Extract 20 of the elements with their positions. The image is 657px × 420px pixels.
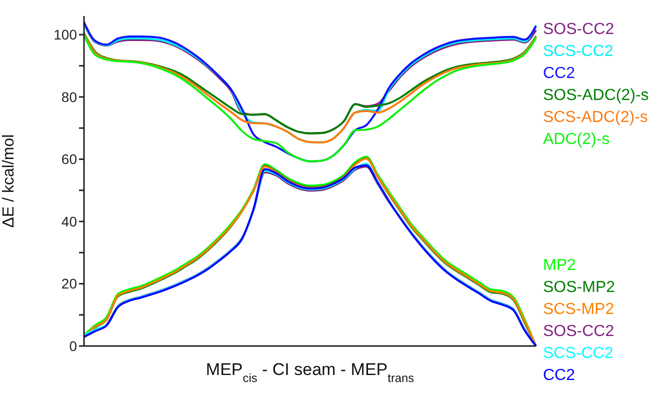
y-axis-title: ΔE / kcal/mol (0, 134, 18, 228)
text: ADC(2)-s (543, 130, 610, 150)
series-label: SCS-MP2 (543, 300, 614, 320)
text: SCS-ADC(2)-s (543, 108, 648, 128)
text: MP2 (543, 256, 576, 276)
y-tick-label: 40 (61, 213, 78, 230)
series-label: SCS-CC2 (543, 344, 614, 364)
y-tick-label: 0 (69, 338, 78, 354)
series-label: SOS-MP2 (543, 278, 616, 298)
series-label: CC2 (543, 64, 576, 84)
y-tick-label: 80 (61, 88, 78, 105)
series-label: SOS-CC2 (543, 322, 614, 342)
y-tick-label: 20 (61, 276, 78, 292)
series-label: CC2 (543, 366, 576, 386)
series-label: SOS-CC2 (543, 20, 614, 40)
text: SOS-ADC(2)-s (543, 86, 649, 106)
y-tick-label: 100 (54, 26, 78, 43)
y-tick-label: 60 (61, 151, 78, 168)
x-axis-title: MEP$_{cis}$ - CI seam - MEP$_{trans}$ (206, 360, 414, 385)
series-label: SCS-CC2 (543, 42, 614, 62)
